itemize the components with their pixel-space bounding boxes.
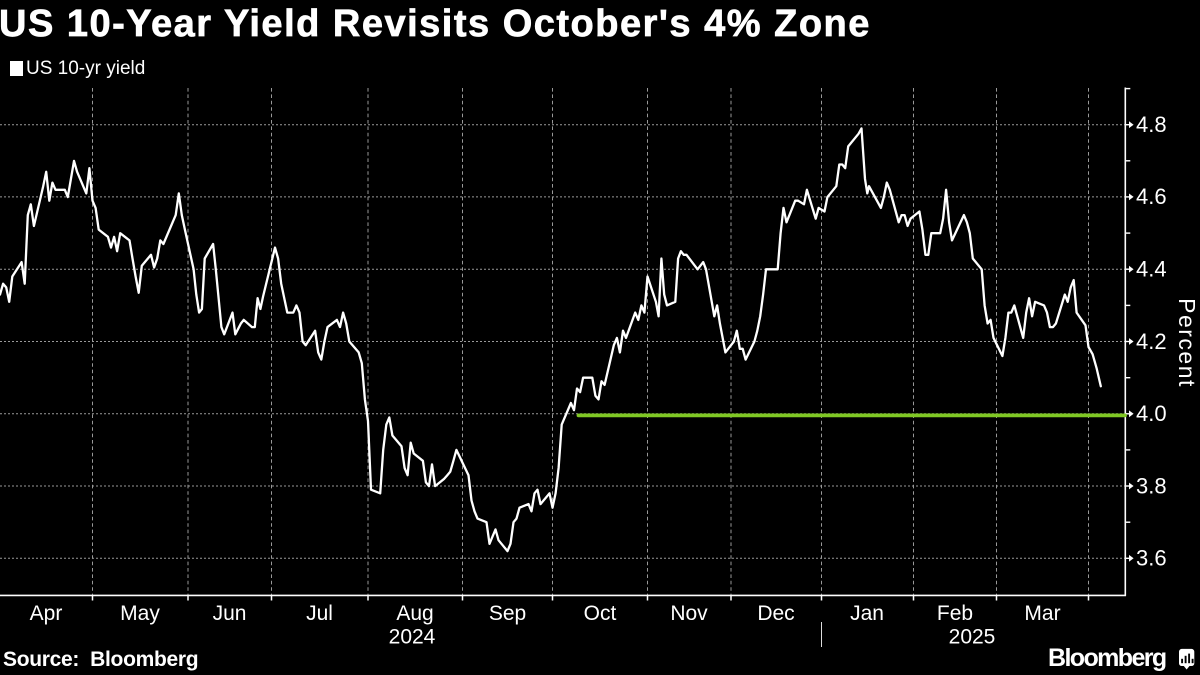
svg-text:Oct: Oct bbox=[584, 602, 617, 625]
svg-text:4.2: 4.2 bbox=[1136, 329, 1167, 354]
svg-text:2024: 2024 bbox=[389, 626, 436, 649]
svg-text:Percent: Percent bbox=[1174, 298, 1200, 388]
svg-text:3.8: 3.8 bbox=[1136, 473, 1167, 498]
svg-text:3.6: 3.6 bbox=[1136, 546, 1167, 571]
svg-text:Jun: Jun bbox=[213, 602, 247, 625]
svg-text:Feb: Feb bbox=[937, 602, 973, 625]
svg-text:4.6: 4.6 bbox=[1136, 184, 1167, 209]
svg-text:Mar: Mar bbox=[1024, 602, 1060, 625]
svg-text:Apr: Apr bbox=[30, 602, 63, 625]
svg-text:4.4: 4.4 bbox=[1136, 257, 1167, 282]
svg-text:Dec: Dec bbox=[757, 602, 794, 625]
svg-text:Jan: Jan bbox=[850, 602, 884, 625]
svg-text:4.8: 4.8 bbox=[1136, 112, 1167, 137]
svg-text:4.0: 4.0 bbox=[1136, 401, 1167, 426]
svg-text:Sep: Sep bbox=[489, 602, 526, 625]
svg-text:Nov: Nov bbox=[670, 602, 708, 625]
svg-text:Jul: Jul bbox=[306, 602, 333, 625]
svg-text:2025: 2025 bbox=[949, 626, 996, 649]
svg-text:Aug: Aug bbox=[396, 602, 433, 625]
svg-text:May: May bbox=[120, 602, 160, 625]
